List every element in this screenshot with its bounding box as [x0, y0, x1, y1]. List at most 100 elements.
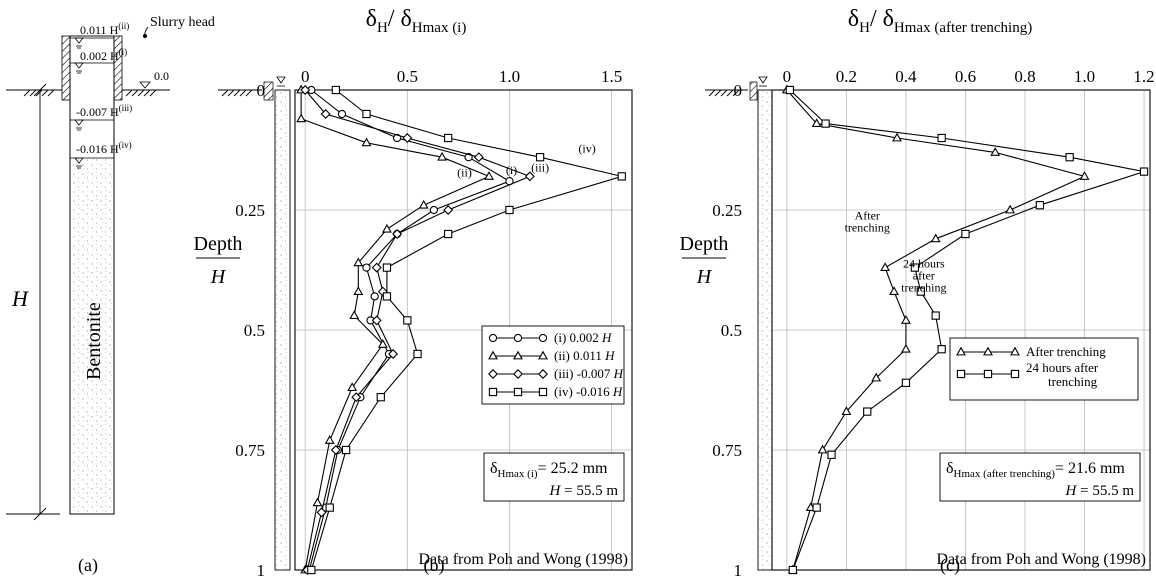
legend-marker — [488, 350, 498, 360]
y-tick-label: 0.75 — [235, 441, 265, 460]
info-box: δHmax (i)= 25.2 mm H = 55.5 m — [483, 452, 625, 502]
data-point — [1005, 204, 1016, 214]
series-1 — [296, 84, 494, 574]
legend-label-suffix: H — [602, 348, 615, 363]
data-point — [821, 119, 830, 128]
data-point — [382, 263, 392, 272]
depth-num-c: Depth — [680, 233, 729, 255]
legend-label: After trenching — [1026, 344, 1106, 359]
curve-label: (iii) — [531, 161, 549, 175]
data-point — [392, 133, 402, 143]
x-tick-label: 0.4 — [895, 67, 917, 86]
caption-c: (c) — [940, 555, 960, 576]
source-note: Data from Poh and Wong (1998) — [937, 551, 1147, 568]
curve-label: trenching — [901, 281, 946, 295]
data-point — [785, 85, 795, 95]
series-line — [789, 89, 1145, 571]
data-point — [892, 132, 902, 142]
info-box-frame — [483, 452, 625, 502]
max-deflection-text: δHmax (i)= 25.2 mm — [490, 460, 608, 480]
slurry-head-pointer — [143, 26, 149, 37]
level-label-i: 0.002 H(i) — [80, 47, 127, 63]
wall-height-text: H = 55.5 m — [1065, 483, 1135, 499]
data-point — [312, 497, 323, 507]
water-level-symbols — [74, 37, 151, 169]
bentonite-label: Bentonite — [83, 302, 105, 380]
wall-c — [757, 89, 773, 571]
data-point — [505, 205, 514, 215]
legend-marker — [538, 350, 548, 360]
data-point — [617, 172, 626, 181]
wall-height-text: H = 55.5 m — [549, 483, 619, 499]
curve-label: 24 hours — [903, 257, 945, 271]
curve-label: After — [855, 209, 880, 223]
level-label-ii: 0.011 H(ii) — [80, 21, 129, 37]
legend-marker — [1010, 346, 1020, 356]
curve-label: after — [913, 269, 935, 283]
data-point — [403, 316, 412, 325]
legend-label: 24 hours after — [1026, 360, 1099, 375]
x-tick-label: 0 — [301, 67, 310, 86]
y-tick-label: 0.5 — [244, 321, 265, 340]
data-point — [341, 445, 351, 455]
data-point — [331, 85, 340, 95]
data-point — [1035, 201, 1045, 210]
data-point — [362, 109, 371, 119]
curve-label: (i) — [506, 163, 517, 177]
data-point — [371, 262, 382, 273]
guide-wall-left — [61, 35, 71, 101]
legend-marker — [513, 350, 523, 360]
data-point — [349, 310, 360, 320]
data-point — [827, 450, 836, 459]
plot-area-b: 0 0.5 1.0 1.5 0 0.25 0.5 0.75 1 (iv) (iii) (i) (ii) (… — [235, 67, 633, 578]
series-2 — [300, 85, 535, 575]
data-point — [1139, 167, 1149, 176]
guide-wall-right — [113, 35, 123, 101]
guide-wall-c — [749, 81, 758, 101]
x-tick-label: 1.0 — [1074, 67, 1095, 86]
data-point — [337, 109, 347, 119]
data-point — [353, 257, 364, 267]
panel-c: δH/ δHmax (after trenching) Depth H 0 0.2… — [680, 6, 1155, 578]
data-point — [535, 153, 545, 162]
panel-b: δH/ δHmax (i) Depth H 0 0.5 1.0 1.5 0 0.25 0.5… — [194, 6, 633, 578]
caption-a: (a) — [78, 555, 98, 576]
legend-marker — [538, 333, 548, 343]
legend-marker — [513, 369, 523, 379]
data-point — [325, 503, 334, 512]
data-point — [347, 382, 358, 392]
info-box-frame — [939, 452, 1141, 502]
y-tick-label: 0.5 — [721, 321, 742, 340]
data-point — [402, 133, 413, 143]
data-point — [473, 152, 484, 163]
depth-num-b: Depth — [194, 233, 243, 255]
caption-b: (b) — [424, 555, 445, 576]
data-point — [429, 205, 439, 215]
data-point — [1079, 171, 1090, 180]
data-point — [351, 392, 362, 403]
plot-frame — [771, 89, 1151, 571]
data-point — [811, 118, 822, 128]
y-tick-label: 1 — [734, 561, 743, 578]
data-point — [388, 349, 399, 359]
data-point — [362, 263, 371, 272]
data-point — [377, 339, 388, 348]
series-3 — [307, 85, 626, 575]
legend-box — [481, 325, 625, 405]
legend-label: (iii) -0.007 H — [554, 366, 624, 381]
ground-surface-c — [705, 89, 748, 97]
legend-marker — [538, 369, 548, 379]
plot-frame — [294, 89, 633, 571]
data-point — [484, 171, 494, 180]
data-point — [880, 262, 891, 272]
legend-box — [949, 337, 1139, 401]
legend-marker — [956, 346, 966, 356]
max-deflection-text: δHmax (after trenching)= 21.6 mm — [946, 460, 1125, 480]
data-point — [900, 315, 911, 324]
wall-b — [274, 89, 291, 571]
x-tick-label: 0.5 — [397, 67, 418, 86]
x-tick-label: 1.2 — [1133, 67, 1154, 86]
data-point — [376, 393, 385, 402]
x-tick-label: 0.6 — [955, 67, 976, 86]
